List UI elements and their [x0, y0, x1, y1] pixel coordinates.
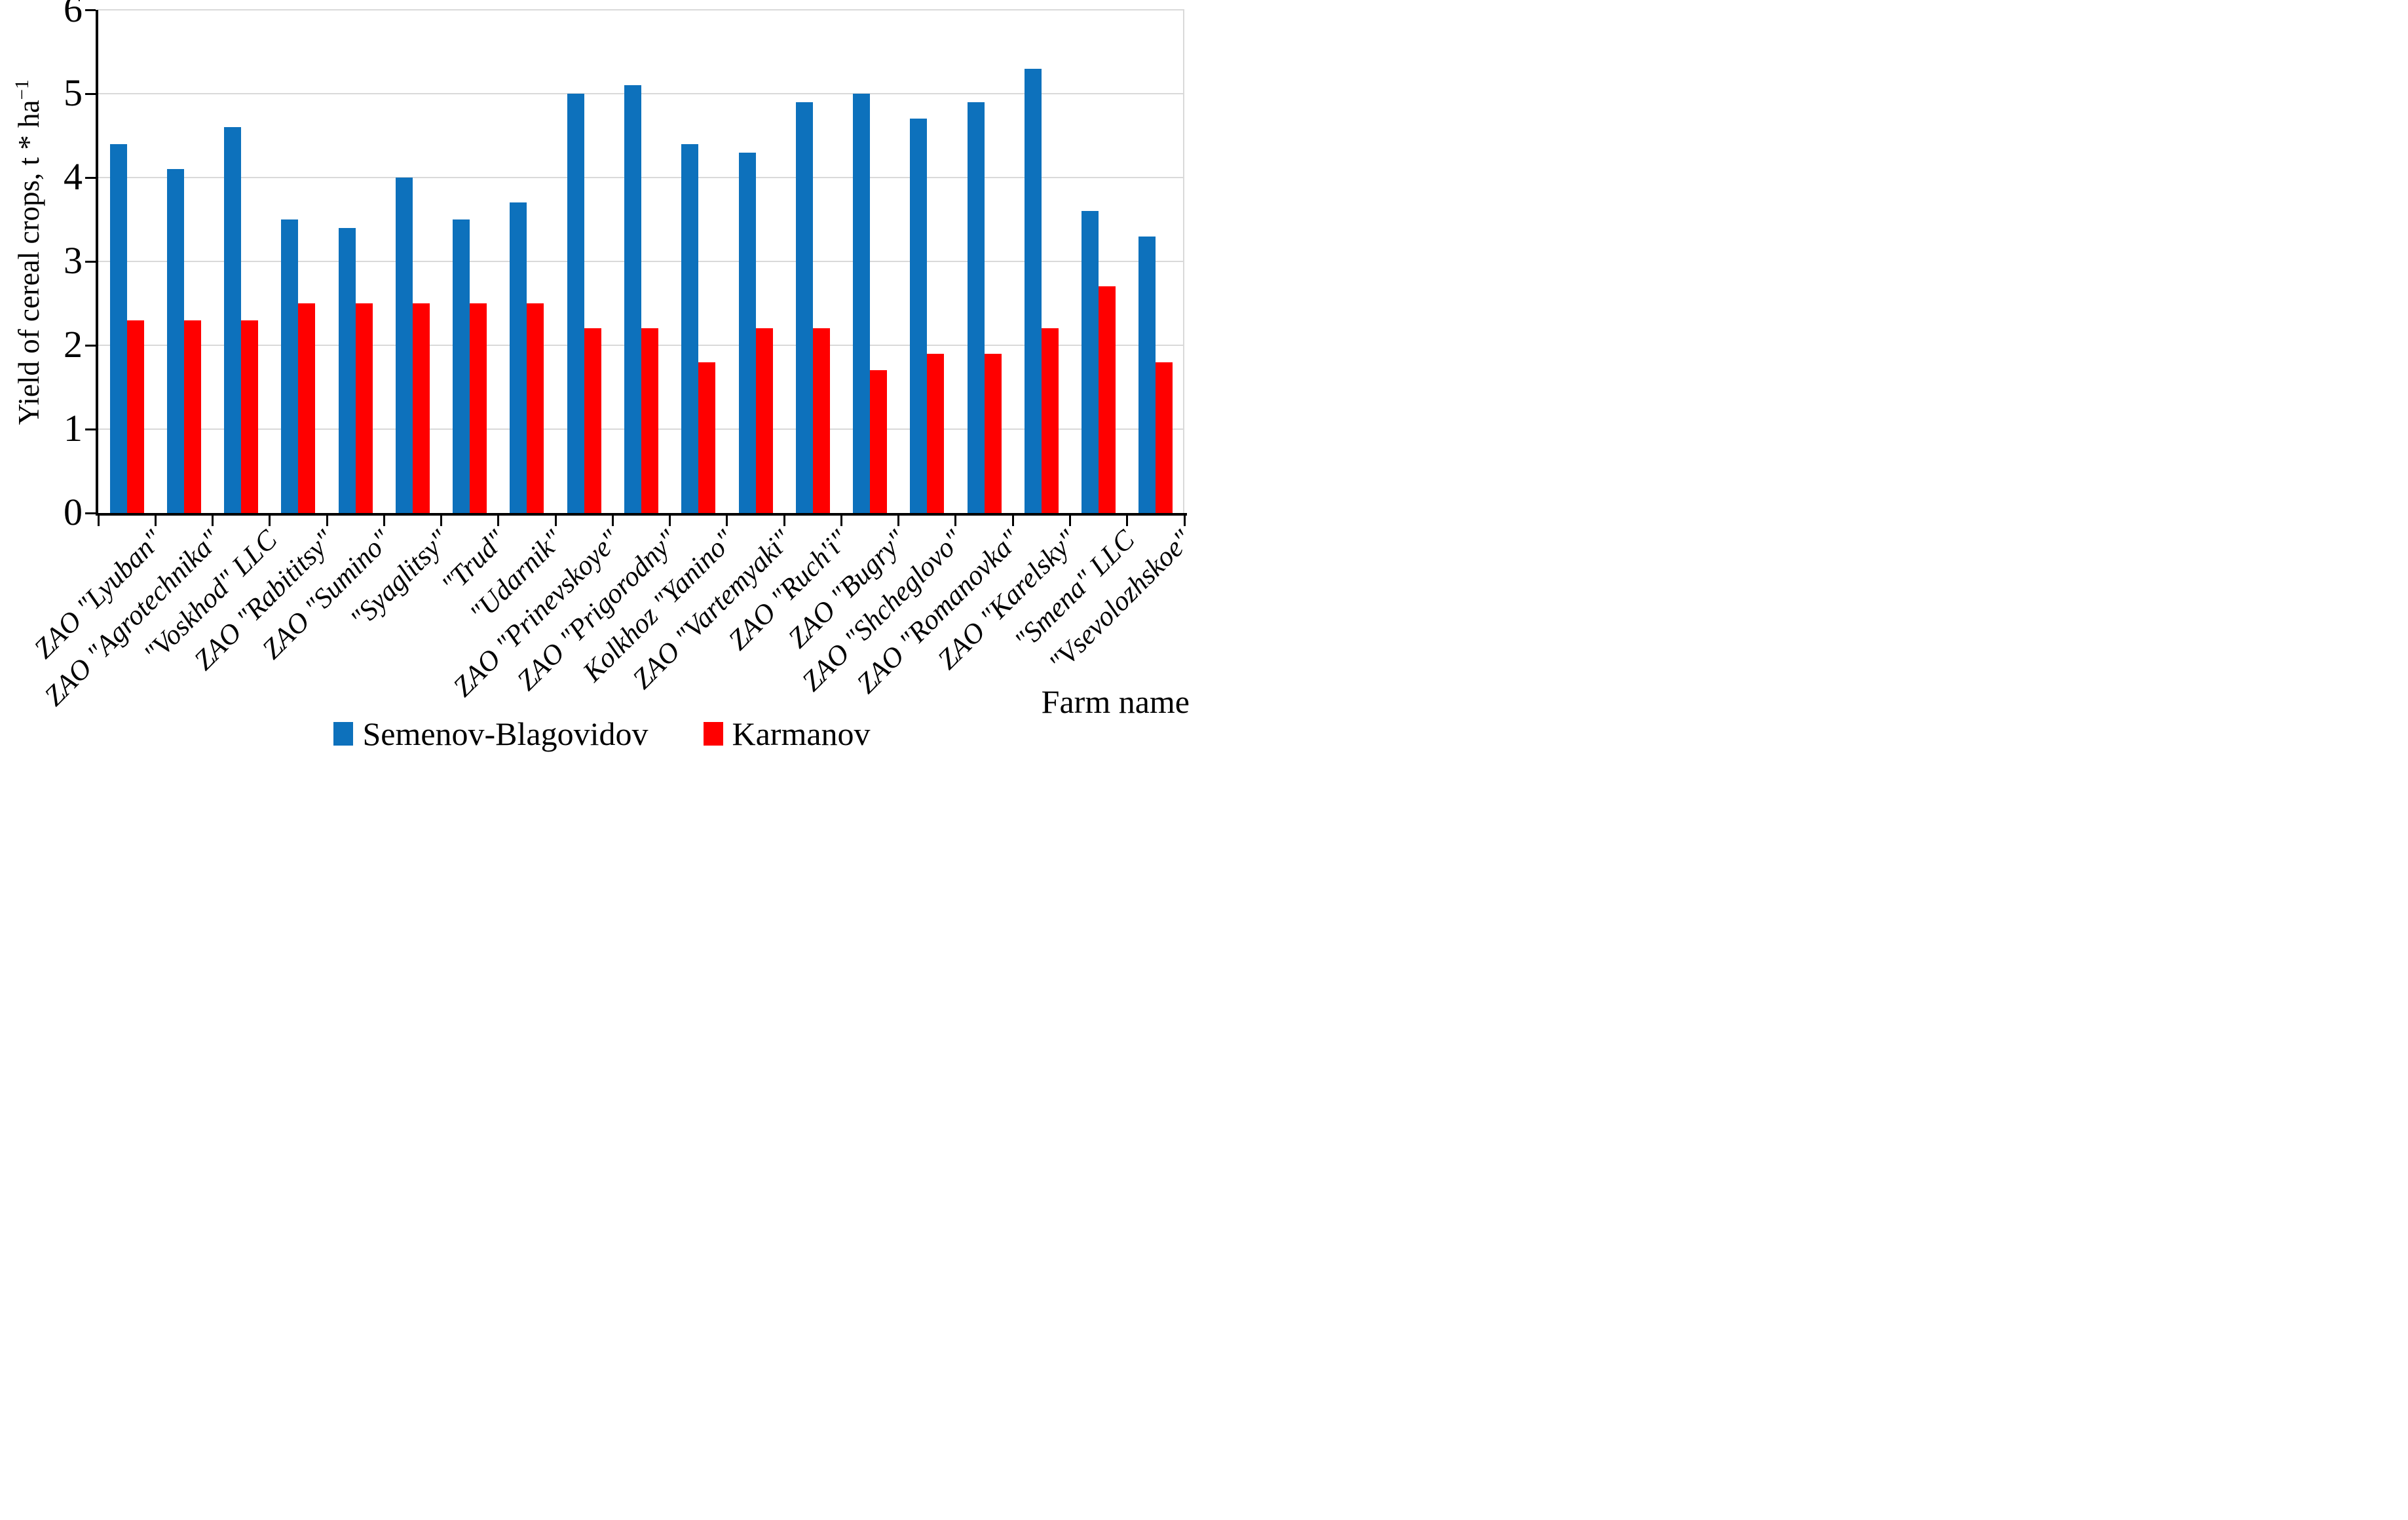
bar-karmanov: [241, 320, 259, 513]
bar-karmanov: [984, 353, 1002, 513]
bar-karmanov: [126, 320, 144, 513]
x-axis-tick: [840, 516, 842, 526]
bar-semenov-blagovidov: [109, 143, 127, 513]
x-axis-tick: [897, 516, 900, 526]
bar-semenov-blagovidov: [453, 219, 470, 513]
x-axis-line: [96, 513, 1187, 516]
x-axis-tick: [326, 516, 328, 526]
x-axis-tick: [440, 516, 443, 526]
bar-karmanov: [698, 362, 716, 513]
y-axis-tick: [85, 512, 96, 514]
bar-karmanov: [1041, 328, 1059, 513]
legend-item: Karmanov: [703, 715, 871, 752]
y-axis-tick: [85, 344, 96, 347]
x-axis-title: Farm name: [1041, 683, 1190, 720]
bar-karmanov: [412, 303, 430, 513]
x-axis-tick: [1183, 516, 1186, 526]
legend-label: Semenov-Blagovidov: [362, 715, 649, 752]
gridline: [98, 9, 1184, 10]
bar-karmanov: [870, 370, 888, 513]
legend-label: Karmanov: [732, 715, 871, 752]
gridline: [98, 177, 1184, 178]
x-axis-tick: [97, 516, 100, 526]
bar-karmanov: [183, 320, 201, 513]
bar-semenov-blagovidov: [853, 94, 871, 513]
bar-semenov-blagovidov: [510, 202, 527, 513]
bar-karmanov: [355, 303, 373, 513]
bar-semenov-blagovidov: [738, 152, 756, 513]
bar-karmanov: [755, 328, 773, 513]
x-axis-tick: [497, 516, 500, 526]
bar-semenov-blagovidov: [1024, 68, 1042, 513]
y-axis-tick: [85, 260, 96, 263]
legend-swatch: [703, 722, 723, 746]
x-axis-tick: [154, 516, 157, 526]
x-axis-tick: [212, 516, 214, 526]
y-axis-tick-label: 5: [64, 71, 83, 114]
x-axis-tick: [954, 516, 957, 526]
x-axis-tick: [611, 516, 614, 526]
x-axis-tick: [554, 516, 557, 526]
bar-semenov-blagovidov: [224, 127, 242, 513]
bar-semenov-blagovidov: [1138, 236, 1156, 513]
bar-karmanov: [641, 328, 658, 513]
bar-semenov-blagovidov: [338, 227, 356, 513]
gridline: [98, 261, 1184, 262]
y-axis-tick-label: 1: [64, 407, 83, 449]
x-axis-tick: [1068, 516, 1071, 526]
bar-karmanov: [1156, 362, 1173, 513]
x-axis-tick: [669, 516, 671, 526]
bar-semenov-blagovidov: [795, 102, 813, 513]
bar-semenov-blagovidov: [681, 143, 699, 513]
bar-karmanov: [527, 303, 544, 513]
bar-karmanov: [584, 328, 601, 513]
plot-area: 0 1 2 3 4 5 6 ZAO "Lyuban" ZAO "Agrotechnika" "Vo…: [29, 0, 1198, 712]
bar-semenov-blagovidov: [281, 219, 299, 513]
x-axis-tick: [269, 516, 271, 526]
bar-semenov-blagovidov: [1082, 211, 1099, 513]
legend-item: Semenov-Blagovidov: [333, 715, 649, 752]
legend-swatch: [333, 722, 354, 746]
bar-semenov-blagovidov: [166, 169, 184, 513]
bar-semenov-blagovidov: [395, 178, 413, 513]
bar-karmanov: [470, 303, 487, 513]
plot-right-border: [1183, 10, 1184, 513]
bar-semenov-blagovidov: [967, 102, 985, 513]
x-axis-tick: [383, 516, 385, 526]
bar-semenov-blagovidov: [910, 119, 928, 513]
y-axis-tick-label: 3: [64, 239, 83, 282]
bar-semenov-blagovidov: [567, 94, 584, 513]
bar-karmanov: [927, 353, 945, 513]
x-axis-tick: [1126, 516, 1129, 526]
y-axis-tick: [85, 428, 96, 430]
x-axis-tick: [1011, 516, 1014, 526]
legend: Semenov-Blagovidov Karmanov: [0, 715, 1204, 752]
x-axis-tick: [726, 516, 728, 526]
y-axis-tick-label: 4: [64, 155, 83, 198]
y-axis-tick-label: 2: [64, 323, 83, 366]
y-axis-tick-label: 0: [64, 491, 83, 533]
gridline: [98, 93, 1184, 94]
y-axis-tick: [85, 176, 96, 179]
bar-karmanov: [1099, 286, 1116, 513]
y-axis-tick: [85, 92, 96, 95]
y-axis-tick-label: 6: [64, 0, 83, 30]
bar-semenov-blagovidov: [624, 85, 641, 513]
y-axis-line: [96, 10, 98, 516]
bar-karmanov: [298, 303, 316, 513]
x-axis-tick: [783, 516, 785, 526]
bar-karmanov: [812, 328, 830, 513]
y-axis-tick: [85, 9, 96, 11]
